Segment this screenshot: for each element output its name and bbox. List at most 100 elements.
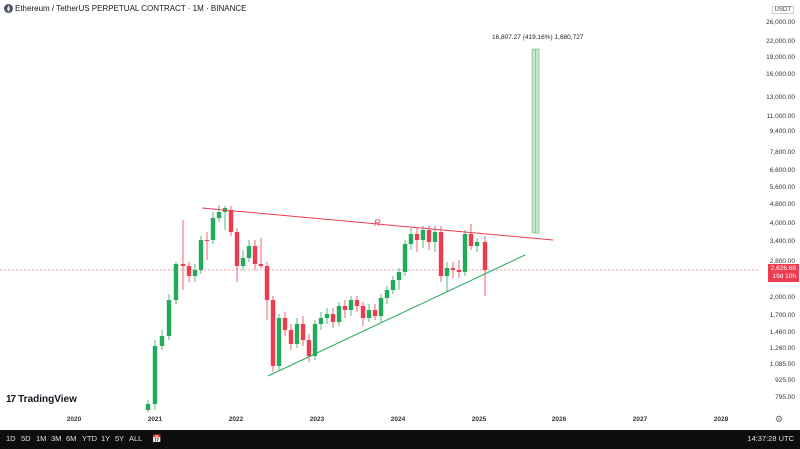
chart-title: Ethereum / TetherUS PERPETUAL CONTRACT ·… xyxy=(4,4,246,13)
time-axis-label: 2027 xyxy=(632,416,648,423)
price-axis-label: 1,700.00 xyxy=(769,312,795,319)
candle-body[interactable] xyxy=(198,240,204,270)
price-axis-label: 1,260.00 xyxy=(769,345,795,352)
candle-body[interactable] xyxy=(166,300,172,336)
price-axis-label: 4,000.00 xyxy=(769,220,795,227)
clock[interactable]: 14:37:28 UTC xyxy=(747,434,794,443)
candle-body[interactable] xyxy=(390,280,396,290)
gear-icon[interactable]: ⚙ xyxy=(774,414,783,424)
time-axis-label: 2028 xyxy=(713,416,729,423)
candle-body[interactable] xyxy=(468,234,474,246)
candle-body[interactable] xyxy=(306,340,312,356)
candle-body[interactable] xyxy=(159,336,165,346)
candle-body[interactable] xyxy=(264,266,270,300)
support-trendline xyxy=(267,254,526,377)
candle-body[interactable] xyxy=(450,268,456,270)
candle-body[interactable] xyxy=(204,240,210,241)
candle-body[interactable] xyxy=(300,324,306,340)
candle-body[interactable] xyxy=(180,264,186,266)
price-axis-label: 4,800.00 xyxy=(769,201,795,208)
candle-body[interactable] xyxy=(270,300,276,366)
candle-body[interactable] xyxy=(372,310,378,316)
candle-body[interactable] xyxy=(312,324,318,356)
candle-body[interactable] xyxy=(288,330,294,344)
candle-body[interactable] xyxy=(252,246,258,264)
price-chart[interactable]: R xyxy=(0,0,758,412)
candle-body[interactable] xyxy=(216,212,222,218)
candle-body[interactable] xyxy=(186,266,192,276)
candle-body[interactable] xyxy=(378,298,384,316)
candle-body[interactable] xyxy=(210,218,216,240)
candle-body[interactable] xyxy=(152,346,158,404)
resistance-trendline xyxy=(201,207,554,241)
candle-body[interactable] xyxy=(234,232,240,266)
candle-body[interactable] xyxy=(384,290,390,298)
candle-body[interactable] xyxy=(348,300,354,310)
candle-body[interactable] xyxy=(474,242,480,246)
candle-body[interactable] xyxy=(228,210,234,232)
tradingview-logo[interactable]: 17 TradingView xyxy=(6,394,77,405)
price-axis-label: 7,800.00 xyxy=(769,149,795,156)
time-axis-label: 2020 xyxy=(66,416,82,423)
range-button-1d[interactable]: 1D xyxy=(6,434,16,443)
candle-body[interactable] xyxy=(456,270,462,272)
candle-countdown: 19d 10h xyxy=(772,273,797,280)
price-axis-label: 6,600.00 xyxy=(769,167,795,174)
candle-body[interactable] xyxy=(438,232,444,276)
candle-body[interactable] xyxy=(432,232,438,242)
candle-body[interactable] xyxy=(354,300,360,306)
chart-area[interactable]: R xyxy=(0,0,758,412)
current-price-value: 2,626.68 xyxy=(770,265,796,272)
candle-body[interactable] xyxy=(258,264,264,266)
measurement-label: 16,807.27 (419.16%) 1,680,727 xyxy=(492,34,584,41)
time-axis-label: 2024 xyxy=(390,416,406,423)
range-button-all[interactable]: ALL xyxy=(129,434,143,443)
candle-body[interactable] xyxy=(396,272,402,280)
candle-body[interactable] xyxy=(318,318,324,324)
candle-body[interactable] xyxy=(145,404,151,410)
currency-badge[interactable]: USDT xyxy=(771,6,794,14)
range-button-3m[interactable]: 3M xyxy=(51,434,62,443)
candle-body[interactable] xyxy=(246,246,252,258)
price-axis-label: 16,000.00 xyxy=(766,71,795,78)
candle-body[interactable] xyxy=(330,314,336,322)
time-axis[interactable]: 2020 2021 2022 2023 2024 2025 2026 2027 2028 ⚙ xyxy=(0,412,800,430)
candle-body[interactable] xyxy=(276,318,282,366)
range-button-5y[interactable]: 5Y xyxy=(115,434,125,443)
candle-body[interactable] xyxy=(240,258,246,266)
candle-body[interactable] xyxy=(336,306,342,322)
price-axis-label: 22,000.00 xyxy=(766,38,795,45)
price-axis-label: 26,000.00 xyxy=(766,19,795,26)
candle-body[interactable] xyxy=(462,234,468,272)
candle-body[interactable] xyxy=(366,310,372,318)
candle-body[interactable] xyxy=(402,244,408,272)
candle-body[interactable] xyxy=(444,268,450,276)
price-axis-label: 9,400.00 xyxy=(769,128,795,135)
resistance-label: R xyxy=(374,218,381,228)
candle-body[interactable] xyxy=(282,318,288,330)
range-button-1y[interactable]: 1Y xyxy=(101,434,111,443)
price-axis-label: 5,600.00 xyxy=(769,184,795,191)
time-axis-label: 2022 xyxy=(228,416,244,423)
candle-body[interactable] xyxy=(324,314,330,318)
candle-body[interactable] xyxy=(420,230,426,240)
price-axis-label: 2,800.00 xyxy=(769,258,795,265)
candle-body[interactable] xyxy=(426,230,432,242)
range-button-1m[interactable]: 1M xyxy=(36,434,47,443)
range-button-6m[interactable]: 6M xyxy=(66,434,77,443)
range-button-ytd[interactable]: YTD xyxy=(82,434,97,443)
range-button-5d[interactable]: 5D xyxy=(21,434,31,443)
calendar-icon[interactable]: 📅 xyxy=(152,434,162,443)
candle-body[interactable] xyxy=(192,270,198,276)
candle-body[interactable] xyxy=(294,324,300,344)
candle-body[interactable] xyxy=(360,306,366,318)
candle-body[interactable] xyxy=(482,242,488,270)
candle-body[interactable] xyxy=(414,234,420,240)
price-axis[interactable]: USDT 26,000.00 22,000.00 19,000.00 16,000.0… xyxy=(758,0,800,412)
candle-body[interactable] xyxy=(408,234,414,244)
price-axis-label: 1,460.00 xyxy=(769,329,795,336)
tradingview-logo-text: TradingView xyxy=(18,394,77,405)
time-axis-label: 2021 xyxy=(147,416,163,423)
candle-body[interactable] xyxy=(173,264,179,300)
candle-body[interactable] xyxy=(342,306,348,310)
